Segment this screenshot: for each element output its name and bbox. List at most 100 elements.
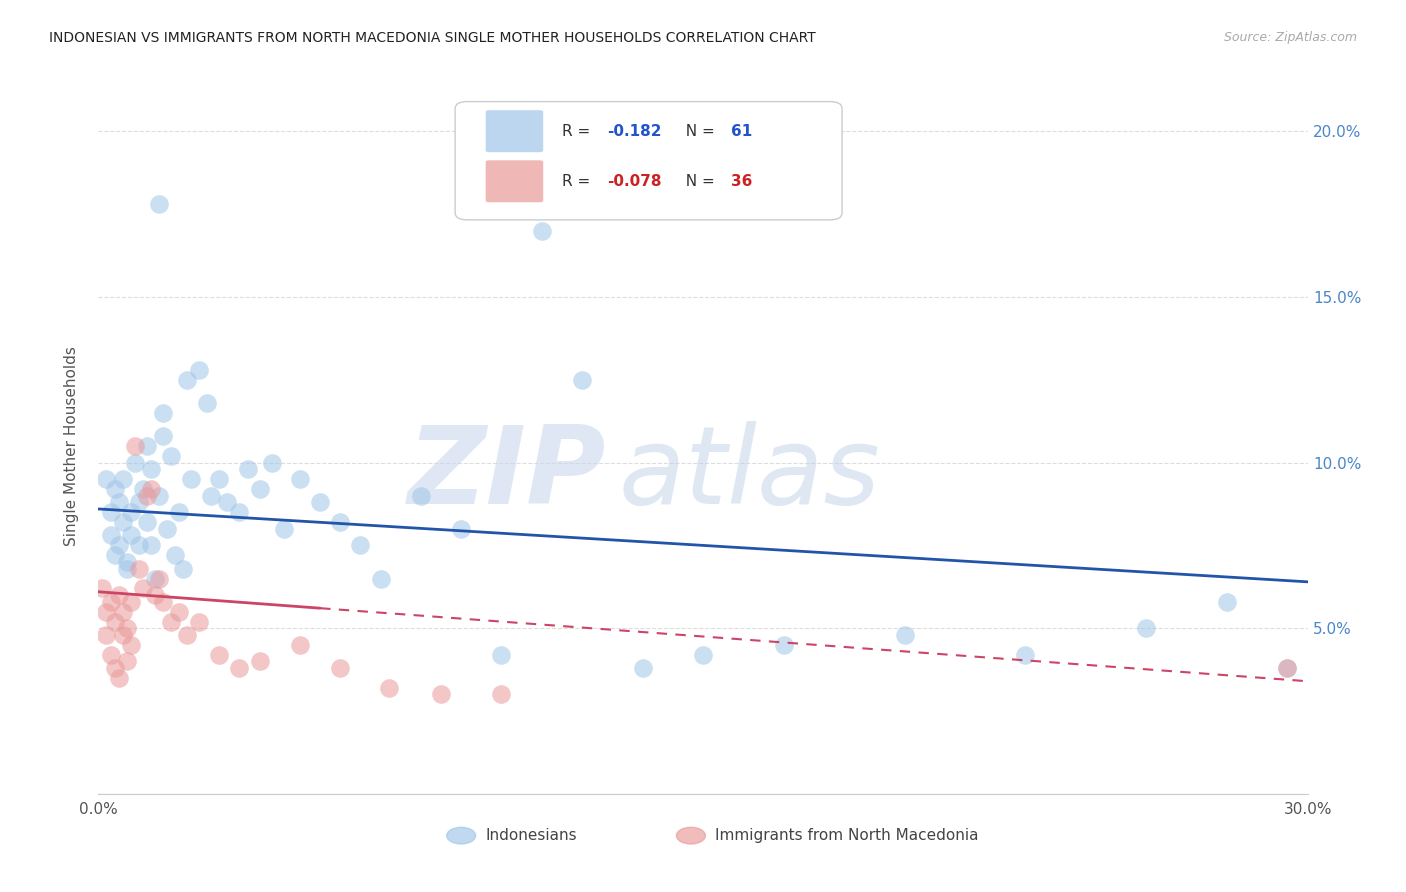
Point [195,396,218,410]
Point [107,495,129,509]
Point [135,439,157,453]
Point [491,688,513,702]
Point [288,638,311,652]
Point [309,495,332,509]
Text: -0.182: -0.182 [607,124,662,138]
Point [1216,595,1239,609]
Text: Indonesians: Indonesians [485,828,576,843]
Point [288,472,311,486]
Point [260,456,283,470]
Point [139,482,162,496]
Point [1277,661,1299,675]
Point [132,582,155,596]
Text: INDONESIAN VS IMMIGRANTS FROM NORTH MACEDONIA SINGLE MOTHER HOUSEHOLDS CORRELATI: INDONESIAN VS IMMIGRANTS FROM NORTH MACE… [49,31,815,45]
Point [152,406,174,420]
Point [1135,621,1157,635]
FancyBboxPatch shape [485,160,543,202]
Point [228,505,250,519]
Point [180,472,202,486]
Point [249,654,271,668]
Point [631,661,654,675]
Point [148,489,170,503]
Text: N =: N = [676,174,720,189]
Point [273,522,295,536]
Point [160,449,183,463]
Point [236,462,259,476]
Point [530,224,553,238]
Point [349,538,371,552]
Text: Immigrants from North Macedonia: Immigrants from North Macedonia [716,828,979,843]
Y-axis label: Single Mother Households: Single Mother Households [65,346,79,546]
Text: 61: 61 [731,124,752,138]
FancyBboxPatch shape [456,102,842,220]
Point [160,615,183,629]
Point [100,528,122,542]
Point [96,628,118,642]
Point [329,515,352,529]
Point [135,489,157,503]
Point [143,572,166,586]
Point [370,572,392,586]
Point [139,462,162,476]
Point [103,615,125,629]
Point [100,595,122,609]
Point [91,582,114,596]
Point [124,456,146,470]
Point [167,505,190,519]
Circle shape [447,827,475,844]
Point [176,373,198,387]
Point [172,561,194,575]
Point [115,654,138,668]
Point [96,472,118,486]
Point [228,661,250,675]
Point [148,572,170,586]
Point [152,595,174,609]
Point [409,489,432,503]
Point [208,472,231,486]
Point [329,661,352,675]
Text: -0.078: -0.078 [607,174,662,189]
Point [491,648,513,662]
Point [115,621,138,635]
Text: R =: R = [561,124,595,138]
Point [107,671,129,685]
Point [128,561,150,575]
Point [893,628,915,642]
Point [249,482,271,496]
Point [103,661,125,675]
Point [100,648,122,662]
Point [772,638,794,652]
Point [111,472,134,486]
Point [200,489,222,503]
Point [111,515,134,529]
FancyBboxPatch shape [485,110,543,153]
Point [139,538,162,552]
Point [167,605,190,619]
Point [143,588,166,602]
Point [100,505,122,519]
Point [156,522,179,536]
Point [120,528,142,542]
Point [115,561,138,575]
Point [128,538,150,552]
Text: atlas: atlas [619,421,880,526]
Point [217,495,239,509]
Point [103,482,125,496]
Point [163,549,186,563]
Point [377,681,399,695]
Point [135,515,157,529]
Point [107,588,129,602]
Point [103,549,125,563]
Point [120,638,142,652]
Text: 36: 36 [731,174,752,189]
Point [120,595,142,609]
Point [132,482,155,496]
Point [96,605,118,619]
Text: ZIP: ZIP [408,421,606,527]
Point [111,628,134,642]
Text: Source: ZipAtlas.com: Source: ZipAtlas.com [1223,31,1357,45]
Circle shape [676,827,706,844]
Point [152,429,174,443]
Point [571,373,593,387]
Point [1014,648,1036,662]
